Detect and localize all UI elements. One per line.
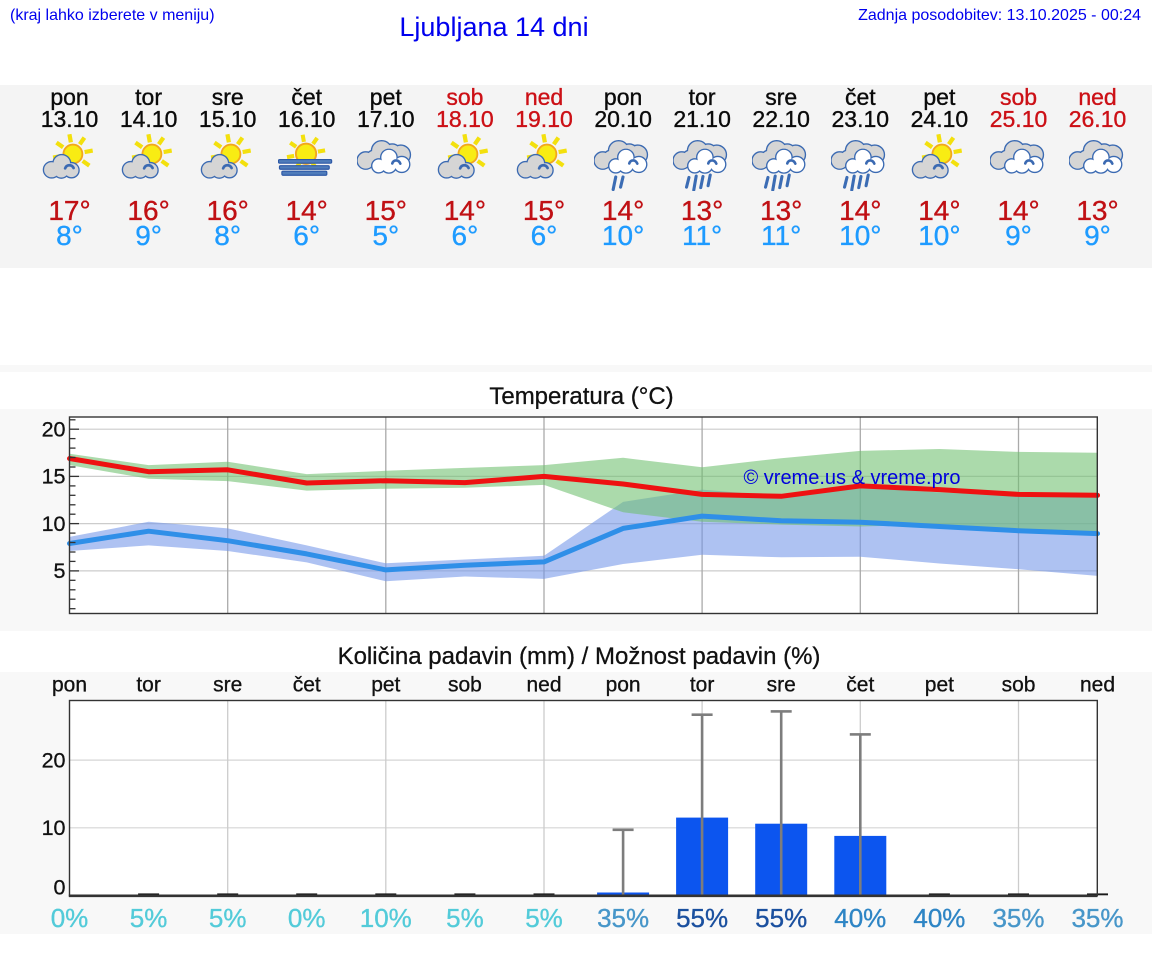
- svg-text:5%: 5%: [130, 903, 168, 933]
- svg-text:pet: pet: [925, 673, 954, 696]
- svg-text:20: 20: [42, 418, 66, 442]
- svg-text:5%: 5%: [525, 903, 563, 933]
- svg-text:čet: čet: [293, 673, 321, 696]
- svg-text:40%: 40%: [834, 903, 886, 933]
- svg-text:čet: čet: [846, 673, 874, 696]
- svg-text:5%: 5%: [446, 903, 484, 933]
- svg-text:© vreme.us & vreme.pro: © vreme.us & vreme.pro: [743, 467, 960, 489]
- svg-text:0%: 0%: [288, 903, 326, 933]
- svg-text:sre: sre: [213, 673, 242, 696]
- svg-text:tor: tor: [690, 673, 715, 696]
- svg-text:10: 10: [42, 816, 66, 840]
- svg-text:sre: sre: [767, 673, 796, 696]
- svg-text:35%: 35%: [1071, 903, 1123, 933]
- svg-text:15: 15: [42, 465, 66, 489]
- svg-text:pon: pon: [52, 673, 87, 696]
- svg-text:ned: ned: [1080, 673, 1115, 696]
- svg-text:5: 5: [54, 559, 66, 583]
- svg-text:35%: 35%: [597, 903, 649, 933]
- svg-text:pet: pet: [371, 673, 400, 696]
- svg-text:20: 20: [42, 748, 66, 772]
- svg-text:5%: 5%: [209, 903, 247, 933]
- svg-text:pon: pon: [606, 673, 641, 696]
- svg-text:55%: 55%: [755, 903, 807, 933]
- svg-text:ned: ned: [526, 673, 561, 696]
- svg-text:0: 0: [54, 876, 66, 900]
- svg-text:10: 10: [42, 512, 66, 536]
- svg-text:sob: sob: [1002, 673, 1036, 696]
- svg-text:35%: 35%: [992, 903, 1044, 933]
- svg-text:sob: sob: [448, 673, 482, 696]
- svg-text:10%: 10%: [360, 903, 412, 933]
- svg-text:tor: tor: [136, 673, 161, 696]
- svg-text:40%: 40%: [913, 903, 965, 933]
- svg-text:55%: 55%: [676, 903, 728, 933]
- svg-text:0%: 0%: [51, 903, 89, 933]
